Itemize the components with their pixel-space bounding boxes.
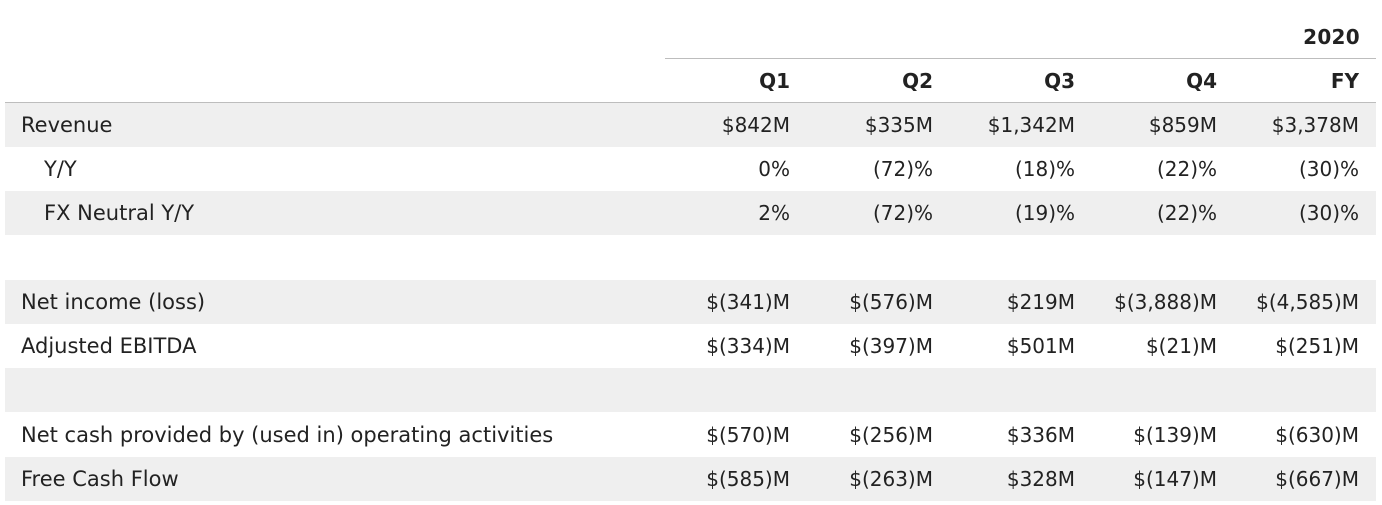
table-cell: $(4,585)M: [1256, 290, 1359, 314]
table-row-spacer: [5, 368, 1376, 412]
table-cell: $3,378M: [1271, 113, 1359, 137]
column-header-q4: Q4: [1186, 68, 1217, 93]
table-cell: (22)%: [1156, 201, 1217, 225]
year-header-row: 2020: [665, 14, 1376, 59]
table-cell: $(263)M: [849, 467, 933, 491]
row-label: FX Neutral Y/Y: [44, 201, 195, 225]
table-cell: $(341)M: [706, 290, 790, 314]
table-cell: 2%: [758, 201, 790, 225]
column-header-fy: FY: [1330, 68, 1359, 93]
table-cell: $(256)M: [849, 423, 933, 447]
table-cell: (19)%: [1014, 201, 1075, 225]
table-cell: (30)%: [1298, 157, 1359, 181]
row-label: Net income (loss): [21, 290, 206, 314]
row-label: Free Cash Flow: [21, 467, 179, 491]
table-row-revenue: Revenue $842M $335M $1,342M $859M $3,378…: [5, 103, 1376, 147]
table-cell: $336M: [1006, 423, 1075, 447]
table-cell: $328M: [1006, 467, 1075, 491]
table-cell: $(585)M: [706, 467, 790, 491]
table-cell: $(397)M: [849, 334, 933, 358]
table-cell: (30)%: [1298, 201, 1359, 225]
table-cell: $(147)M: [1133, 467, 1217, 491]
row-label: Y/Y: [44, 157, 77, 181]
column-header-q2: Q2: [902, 68, 933, 93]
table-row-free-cash-flow: Free Cash Flow $(585)M $(263)M $328M $(1…: [5, 457, 1376, 501]
table-row-net-cash-operating: Net cash provided by (used in) operating…: [5, 413, 1376, 457]
table-row-spacer: [5, 235, 1376, 279]
table-cell: $335M: [864, 113, 933, 137]
row-label: Net cash provided by (used in) operating…: [21, 423, 554, 447]
table-cell: $501M: [1006, 334, 1075, 358]
table-cell: (72)%: [872, 157, 933, 181]
table-cell: (22)%: [1156, 157, 1217, 181]
table-row-net-income: Net income (loss) $(341)M $(576)M $219M …: [5, 280, 1376, 324]
column-header-q3: Q3: [1044, 68, 1075, 93]
table-cell: $(139)M: [1133, 423, 1217, 447]
table-cell: $(576)M: [849, 290, 933, 314]
table-cell: $219M: [1006, 290, 1075, 314]
table-cell: $(570)M: [706, 423, 790, 447]
row-label: Adjusted EBITDA: [21, 334, 197, 358]
row-label: Revenue: [21, 113, 113, 137]
table-cell: (18)%: [1014, 157, 1075, 181]
table-cell: $(21)M: [1145, 334, 1217, 358]
table-row-yoy: Y/Y 0% (72)% (18)% (22)% (30)%: [5, 147, 1376, 191]
column-header-q1: Q1: [759, 68, 790, 93]
table-cell: $(251)M: [1275, 334, 1359, 358]
table-cell: $859M: [1148, 113, 1217, 137]
table-cell: $(630)M: [1275, 423, 1359, 447]
column-header-row: Q1 Q2 Q3 Q4 FY: [5, 59, 1376, 103]
table-row-adjusted-ebitda: Adjusted EBITDA $(334)M $(397)M $501M $(…: [5, 324, 1376, 368]
table-cell: $(667)M: [1275, 467, 1359, 491]
table-cell: $842M: [721, 113, 790, 137]
table-cell: (72)%: [872, 201, 933, 225]
table-cell: 0%: [758, 157, 790, 181]
table-cell: $(334)M: [706, 334, 790, 358]
table-cell: $(3,888)M: [1114, 290, 1217, 314]
table-cell: $1,342M: [987, 113, 1075, 137]
year-label: 2020: [1303, 25, 1360, 49]
table-row-fx-neutral-yoy: FX Neutral Y/Y 2% (72)% (19)% (22)% (30)…: [5, 191, 1376, 235]
